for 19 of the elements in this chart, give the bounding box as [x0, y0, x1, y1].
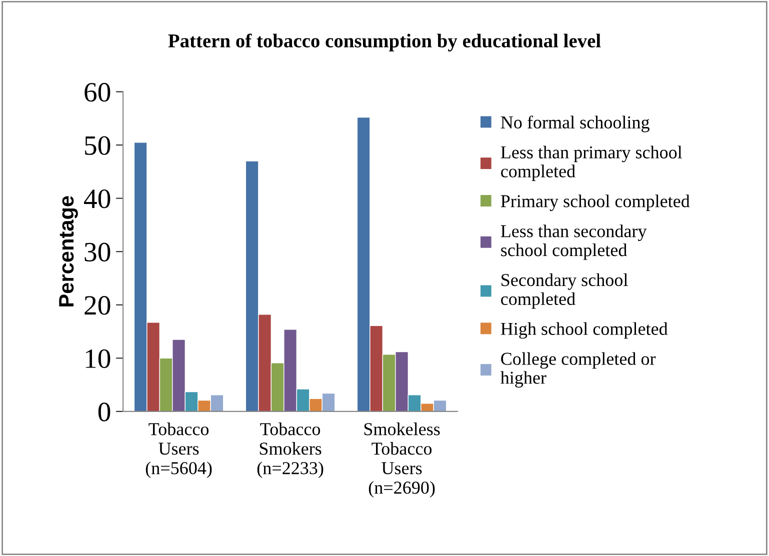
chart-title: Pattern of tobacco consumption by educational level: [168, 34, 601, 52]
x-tick-label: Smokeless Tobacco Users (n=2690): [364, 422, 440, 498]
legend-label: Primary school completed: [500, 194, 690, 212]
legend-label: No formal schooling: [500, 116, 650, 132]
x-tick-label: Tobacco Users (n=5604): [146, 422, 212, 478]
legend-label: Secondary school completed: [501, 273, 628, 309]
y-tick-label: 0: [98, 402, 110, 422]
y-tick-label: 10: [86, 349, 110, 368]
x-tick-label: Tobacco Smokers (n=2233): [257, 422, 324, 478]
y-tick-label: 40: [84, 189, 110, 208]
legend-label: College completed or higher: [500, 352, 656, 388]
y-axis-title: Percentage: [59, 196, 78, 306]
y-tick-label: 20: [84, 296, 110, 315]
y-tick-label: 50: [85, 136, 110, 155]
legend-label: High school completed: [500, 322, 668, 339]
y-tick-label: 30: [84, 242, 110, 262]
legend-label: Less than primary school completed: [500, 146, 682, 182]
y-tick-label: 60: [84, 82, 110, 102]
legend-label: Less than secondary school completed: [500, 224, 647, 260]
